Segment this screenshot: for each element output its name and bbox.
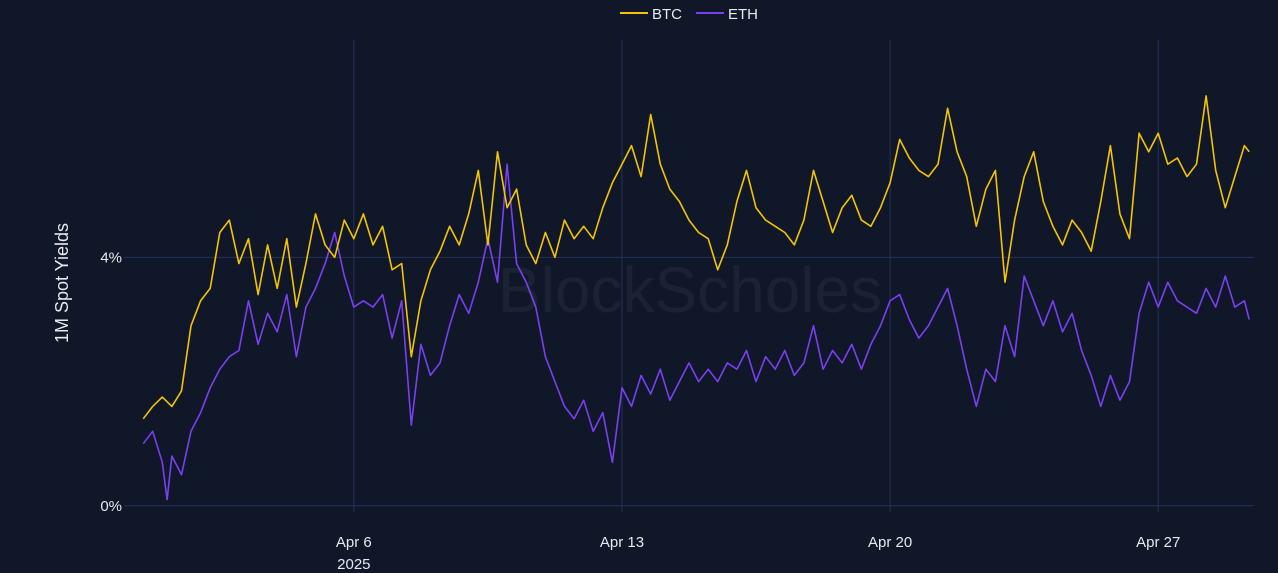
x-tick-label: Apr 6 [336,534,372,551]
x-tick-label: Apr 13 [600,534,644,551]
series-line-btc [142,95,1250,420]
watermark: BlockScholes [498,254,882,326]
legend-label-eth: ETH [728,6,758,23]
legend: BTC ETH [620,6,758,23]
x-tick-label: Apr 27 [1136,534,1180,551]
x-axis-ticks: Apr 6 2025 Apr 13 Apr 20 Apr 27 [336,534,1180,573]
series-layer [142,95,1250,501]
y-tick-label: 0% [100,498,122,515]
grid [124,40,1254,512]
series-line-eth [142,163,1250,501]
x-tick-label: Apr 20 [868,534,912,551]
y-axis-title: 1M Spot Yields [52,223,72,343]
y-tick-label: 4% [100,249,122,266]
y-axis-ticks: 0% 4% [100,249,122,514]
legend-label-btc: BTC [652,6,682,23]
x-tick-sublabel: 2025 [337,556,370,573]
